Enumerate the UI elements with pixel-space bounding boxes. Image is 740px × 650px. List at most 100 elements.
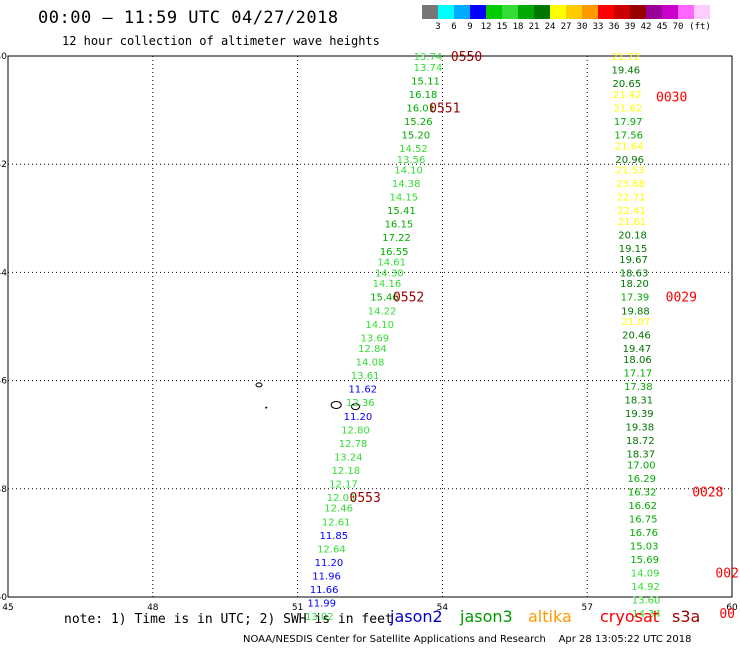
- y-tick-label: -46: [0, 377, 7, 387]
- wave-height-label: 14.38: [392, 179, 421, 190]
- colorbar-label: 36: [608, 22, 620, 32]
- wave-height-label: 12.61: [322, 517, 351, 528]
- wave-height-label: 19.15: [619, 244, 648, 255]
- colorbar-swatch: [422, 5, 438, 19]
- time-label: 0029: [666, 291, 697, 306]
- wave-height-label: 15.11: [411, 76, 440, 87]
- colorbar-label: 24: [544, 22, 556, 32]
- colorbar-swatch: [502, 5, 518, 19]
- wave-height-label: 11.99: [307, 598, 336, 609]
- wave-height-label: 20.96: [615, 155, 644, 166]
- wave-height-label: 18.63: [620, 268, 649, 279]
- wave-height-label: 15.46: [370, 293, 399, 304]
- colorbar-swatch: [518, 5, 534, 19]
- wave-height-label: 11.85: [319, 531, 348, 542]
- wave-height-label: 19.67: [619, 255, 648, 266]
- wave-height-label: 18.06: [623, 355, 652, 366]
- wave-height-label: 14.09: [631, 569, 660, 580]
- wave-height-label: 14.15: [389, 193, 418, 204]
- colorbar-label: 18: [512, 22, 524, 32]
- x-tick-label: 45: [2, 603, 13, 613]
- colorbar-label: 33: [592, 22, 604, 32]
- wave-height-label: 22.71: [617, 193, 646, 204]
- colorbar-swatch: [582, 5, 598, 19]
- wave-height-label: 16.29: [627, 474, 656, 485]
- wave-height-label: 11.96: [312, 571, 341, 582]
- wave-height-label: 19.39: [625, 409, 654, 420]
- wave-height-label: 13.74: [414, 52, 443, 63]
- wave-height-label: 15.20: [402, 130, 431, 141]
- wave-height-label: 15.69: [630, 555, 659, 566]
- wave-height-label: 21.62: [613, 103, 642, 114]
- wave-height-label: 20.18: [618, 231, 647, 242]
- wave-height-label: 16.01: [406, 103, 435, 114]
- wave-height-label: 12.78: [339, 439, 368, 450]
- time-label: 0030: [656, 91, 687, 106]
- wave-height-label: 14.34: [632, 609, 661, 620]
- wave-height-label: 19.47: [623, 344, 652, 355]
- wave-height-label: 13.02: [305, 612, 334, 623]
- colorbar-label: 15: [496, 22, 508, 32]
- legend-cryosat: cryosat: [600, 607, 660, 626]
- wave-height-label: 11.20: [344, 412, 373, 423]
- colorbar-swatch: [534, 5, 550, 19]
- wave-height-label: 21.07: [622, 317, 651, 328]
- time-label: 002: [715, 567, 738, 582]
- time-label: 00: [719, 607, 735, 622]
- colorbar-label: 21: [528, 22, 540, 32]
- colorbar-swatch: [614, 5, 630, 19]
- wave-height-label: 15.26: [404, 117, 433, 128]
- colorbar-label: 42: [640, 22, 652, 32]
- wave-height-label: 13.61: [351, 371, 380, 382]
- colorbar-swatch: [550, 5, 566, 19]
- wave-height-label: 14.61: [377, 258, 406, 269]
- colorbar-label: 3: [435, 22, 441, 32]
- x-tick-label: 57: [581, 603, 592, 613]
- wave-height-label: 21.53: [616, 166, 645, 177]
- wave-height-label: 18.20: [620, 279, 649, 290]
- wave-height-label: 13.60: [632, 596, 661, 607]
- colorbar-label: 30: [576, 22, 588, 32]
- y-tick-label: -50: [0, 593, 7, 603]
- time-label: 0553: [350, 491, 381, 506]
- wave-height-label: 12.80: [341, 425, 370, 436]
- legend-jason3: jason3: [460, 607, 513, 626]
- wave-height-label: 16.76: [629, 528, 658, 539]
- colorbar-swatch: [662, 5, 678, 19]
- wave-height-label: 12.64: [317, 544, 346, 555]
- wave-height-label: 17.56: [614, 130, 643, 141]
- wave-height-label: 14.08: [356, 358, 385, 369]
- x-tick-label: 60: [726, 603, 738, 613]
- wave-height-label: 12.36: [346, 398, 375, 409]
- wave-height-label: 23.68: [616, 179, 645, 190]
- wave-height-label: 17.97: [614, 117, 643, 128]
- colorbar-swatch: [566, 5, 582, 19]
- wave-height-label: 12.03: [327, 493, 356, 504]
- colorbar-label: 27: [560, 22, 572, 32]
- wave-height-label: 21.61: [618, 217, 647, 228]
- wave-height-label: 12.18: [332, 466, 361, 477]
- legend-s3a: s3a: [672, 607, 701, 626]
- colorbar-swatch: [486, 5, 502, 19]
- footer-credit: NOAA/NESDIS Center for Satellite Applica…: [243, 634, 692, 645]
- colorbar-labels: 3 6 9 12 15 18 21 24 27 30 33 36 39 42 45 70 (ft): [422, 22, 740, 34]
- wave-height-label: 19.46: [611, 66, 640, 77]
- colorbar: [422, 5, 710, 19]
- wave-height-label: 16.32: [628, 488, 657, 499]
- plot-frame: [7, 55, 733, 598]
- chart-subtitle: 12 hour collection of altimeter wave hei…: [62, 34, 380, 48]
- wave-height-label: 21.64: [615, 141, 644, 152]
- time-label: 0028: [692, 486, 723, 501]
- colorbar-swatch: [630, 5, 646, 19]
- island-outline: [255, 382, 263, 388]
- wave-height-label: 16.55: [380, 247, 409, 258]
- colorbar-label: 12: [480, 22, 492, 32]
- x-tick-label: 51: [292, 603, 303, 613]
- wave-height-label: 14.10: [394, 166, 423, 177]
- colorbar-label: (ft): [689, 22, 711, 32]
- wave-height-label: 12.84: [358, 344, 387, 355]
- island-outline: [265, 406, 268, 409]
- y-tick-label: -42: [0, 160, 7, 170]
- wave-height-label: 14.16: [373, 279, 402, 290]
- colorbar-swatch: [646, 5, 662, 19]
